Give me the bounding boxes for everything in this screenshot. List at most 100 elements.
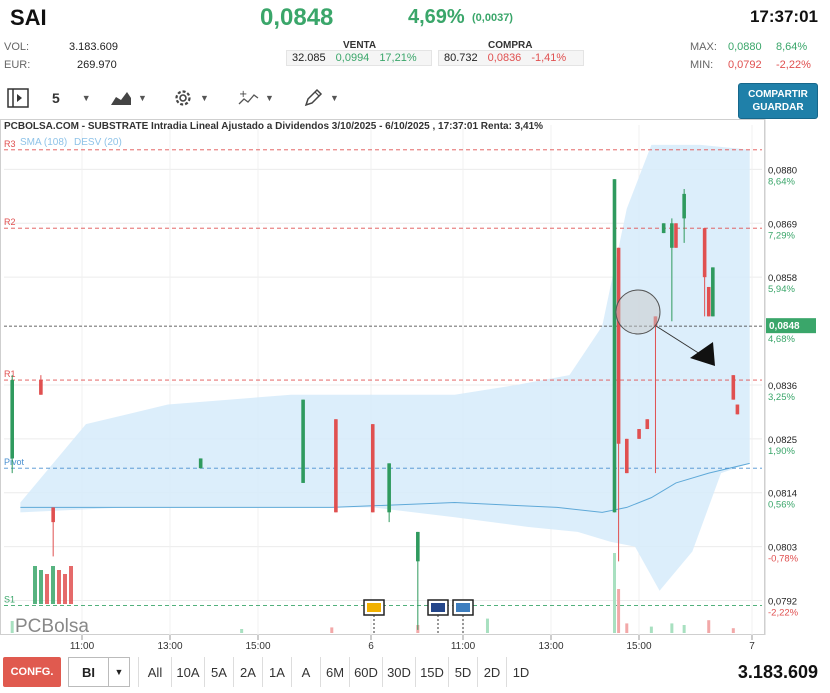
min-pct: -2,22% [776, 59, 811, 71]
y-tick-pct: 8,64% [768, 176, 795, 187]
compra-price: 0,0836 [487, 52, 522, 64]
candle [661, 223, 666, 234]
candle [370, 424, 375, 513]
drawing-select[interactable]: ▼ [302, 86, 339, 110]
settings-select[interactable]: ▼ [172, 86, 209, 110]
svg-text:+: + [239, 89, 247, 100]
range-tab-2a[interactable]: 2A [233, 657, 262, 687]
logo-bar [45, 574, 49, 604]
bi-label: BI [82, 664, 95, 680]
ticker-symbol: SAI [10, 5, 47, 30]
event-flag-icon [367, 603, 381, 612]
last-price-badge [766, 318, 816, 334]
compra-volume: 80.732 [444, 52, 478, 64]
x-tick-label: 6 [368, 641, 374, 652]
y-tick-price: 0,0836 [768, 381, 797, 392]
volume-bar [670, 623, 674, 633]
volume-total: 3.183.609 [737, 662, 818, 682]
eur-value: 269.970 [77, 59, 117, 71]
candle [682, 193, 686, 219]
annotation-arrow-line [655, 325, 701, 355]
range-tab-30d[interactable]: 30D [382, 657, 415, 687]
indicators-icon: + [238, 89, 259, 105]
max-pct: 8,64% [776, 41, 808, 53]
volume-bar [682, 625, 686, 633]
range-tabs: All 10A 5A 2A 1A A 6M 60D 30D 15D 5D 2D 1D [138, 657, 535, 687]
level-label-r2: R2 [4, 217, 16, 227]
logo-bar [51, 566, 55, 604]
y-tick-price: 0,0814 [768, 489, 797, 500]
sma-legend: SMA (108) [20, 137, 68, 148]
volume-bar [707, 620, 711, 633]
level-label-s1: S1 [4, 594, 15, 604]
range-tab-5a[interactable]: 5A [204, 657, 233, 687]
save-label: GUARDAR [752, 102, 804, 113]
change-percent: 4,69% [408, 6, 465, 28]
candle [51, 507, 55, 523]
change-absolute: (0,0037) [472, 12, 513, 24]
logo-bar [69, 566, 73, 604]
range-tab-10a[interactable]: 10A [171, 657, 204, 687]
y-tick-price: 0,0792 [768, 597, 797, 608]
logo-bar [39, 570, 43, 604]
min-label: MIN: [690, 59, 714, 71]
range-tab-5d[interactable]: 5D [448, 657, 477, 687]
candle [702, 228, 707, 278]
candle [334, 419, 338, 513]
vol-value: 3.183.609 [69, 41, 118, 53]
x-tick-label: 11:00 [70, 641, 95, 652]
logo-bars [33, 566, 73, 604]
venta-pct: 17,21% [379, 52, 417, 64]
y-tick-pct: -2,22% [768, 608, 799, 619]
x-tick-label: 13:00 [538, 641, 563, 652]
y-tick-price: 0,0825 [768, 435, 797, 446]
interval-select[interactable]: 5 ▼ [52, 86, 91, 110]
range-tab-60d[interactable]: 60D [349, 657, 382, 687]
range-tab-1a[interactable]: 1A [262, 657, 291, 687]
chevron-down-icon: ▼ [265, 93, 274, 103]
y-tick-pct: 5,94% [768, 284, 795, 295]
bi-select[interactable]: BI ▼ [68, 657, 130, 687]
compra-box: 80.732 0,0836 -1,41% [438, 50, 584, 66]
y-tick-price: 0,0803 [768, 543, 797, 554]
chart-type-select[interactable]: ▼ [110, 86, 147, 110]
chevron-down-icon: ▼ [200, 93, 209, 103]
x-tick-label: 13:00 [157, 641, 182, 652]
volume-bar [617, 589, 621, 633]
last-price-pct: 4,68% [768, 334, 795, 345]
share-label: COMPARTIR [748, 89, 808, 100]
compra-label: COMPRA [488, 40, 533, 51]
y-tick-pct: -0,78% [768, 554, 799, 565]
candle [198, 458, 203, 469]
candle [706, 286, 711, 317]
volume-bar [612, 553, 616, 633]
logo-bar [63, 574, 67, 604]
chevron-down-icon: ▼ [330, 93, 339, 103]
chevron-down-icon: ▼ [81, 93, 91, 103]
candle [645, 419, 650, 430]
range-tab-6m[interactable]: 6M [320, 657, 349, 687]
candle [735, 404, 740, 415]
candle [624, 438, 629, 474]
range-tab-15d[interactable]: 15D [415, 657, 448, 687]
last-price-badge-text: 0,0848 [769, 321, 800, 332]
range-tab-1d[interactable]: 1D [506, 657, 535, 687]
indicators-select[interactable]: + ▼ [237, 86, 274, 110]
annotation-circle [615, 289, 661, 335]
share-save-button[interactable]: COMPARTIR GUARDAR [738, 83, 818, 119]
y-tick-pct: 7,29% [768, 230, 795, 241]
range-tab-a[interactable]: A [291, 657, 320, 687]
range-tab-all[interactable]: All [138, 657, 171, 687]
range-tab-2d[interactable]: 2D [477, 657, 506, 687]
candle [39, 380, 43, 395]
event-flag-icon [456, 603, 470, 612]
config-button[interactable]: CONFG. [3, 657, 61, 687]
x-tick-label: 7 [749, 641, 755, 652]
x-tick-label: 11:00 [451, 641, 476, 652]
volume-bar [731, 628, 735, 633]
logo-bar [57, 570, 61, 604]
venta-price: 0,0994 [335, 52, 370, 64]
venta-box: 32.085 0,0994 17,21% [286, 50, 432, 66]
panel-toggle-button[interactable] [6, 86, 30, 110]
